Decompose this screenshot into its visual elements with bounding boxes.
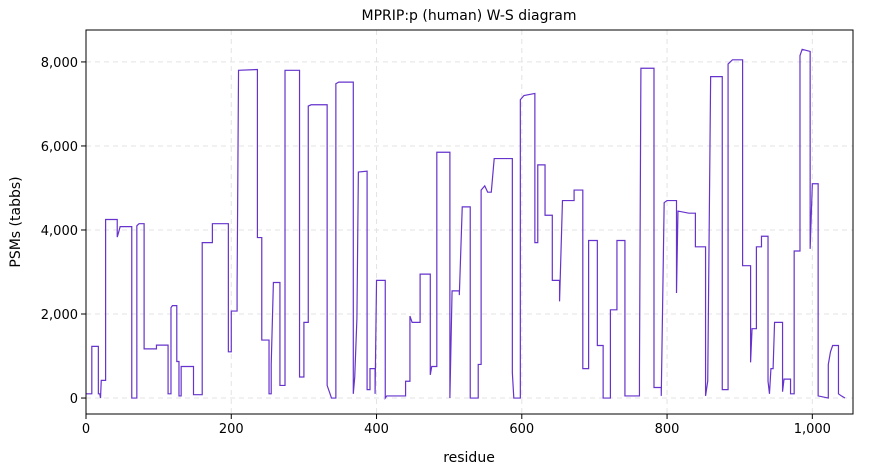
y-tick-label: 8,000 — [41, 56, 78, 71]
x-tick-label: 400 — [364, 422, 389, 437]
y-axis-label: PSMs (tabbs) — [8, 176, 24, 267]
chart-title: MPRIP:p (human) W-S diagram — [362, 8, 577, 24]
x-tick-label: 0 — [82, 422, 90, 437]
x-tick-label: 600 — [509, 422, 534, 437]
y-tick-label: 4,000 — [41, 224, 78, 239]
x-axis-label: residue — [443, 450, 495, 466]
x-tick-label: 800 — [655, 422, 680, 437]
data-line — [86, 48, 846, 400]
y-tick-label: 6,000 — [41, 140, 78, 155]
plot-frame — [85, 29, 854, 415]
y-tick-label: 2,000 — [41, 308, 78, 323]
y-tick-label: 0 — [70, 392, 78, 407]
x-tick-label: 200 — [219, 422, 244, 437]
x-tick-label: 1,000 — [794, 422, 831, 437]
